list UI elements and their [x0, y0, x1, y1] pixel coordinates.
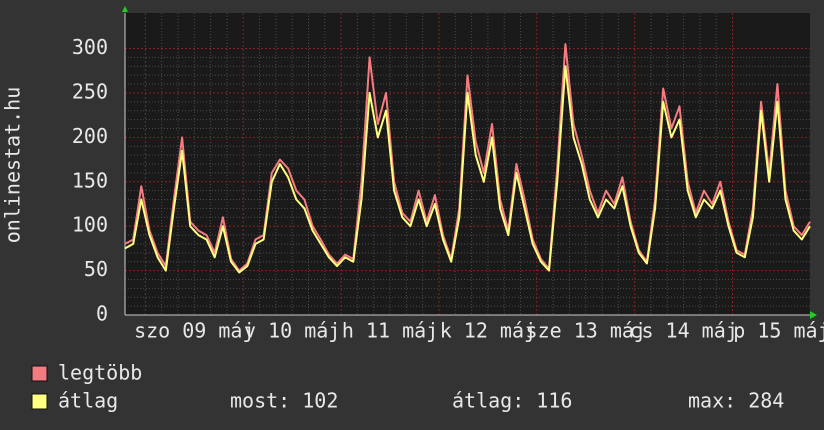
- legend-label: legtöbb: [58, 361, 142, 385]
- legend-swatch: [31, 393, 48, 410]
- x-tick-label: cs 14 máj: [629, 319, 737, 343]
- y-tick-label: 250: [72, 79, 108, 103]
- legend-stat: max: 284: [688, 389, 784, 413]
- x-tick-label: v 10 máj: [244, 319, 340, 343]
- series-line: [124, 65, 811, 274]
- axis-arrow: [810, 311, 817, 319]
- legend-swatch: [31, 365, 48, 382]
- legend-stat: most: 102: [230, 389, 338, 413]
- y-tick-label: 0: [96, 302, 108, 326]
- x-tick-label: p 15 máj: [733, 319, 824, 343]
- x-tick-label: k 12 máj: [440, 319, 536, 343]
- y-tick-label: 200: [72, 124, 108, 148]
- legend-label: átlag: [58, 389, 118, 413]
- series-line: [124, 43, 811, 272]
- y-axis-label: onlinestat.hu: [1, 87, 25, 244]
- y-tick-label: 100: [72, 213, 108, 237]
- x-tick-label: sze 13 máj: [526, 319, 646, 343]
- x-tick-label: szo 09 máj: [134, 319, 254, 343]
- legend-stat: átlag: 116: [452, 389, 572, 413]
- y-tick-label: 300: [72, 35, 108, 59]
- y-tick-label: 150: [72, 168, 108, 192]
- x-tick-label: h 11 máj: [342, 319, 438, 343]
- y-tick-label: 50: [84, 257, 108, 281]
- axis-arrow: [122, 6, 128, 12]
